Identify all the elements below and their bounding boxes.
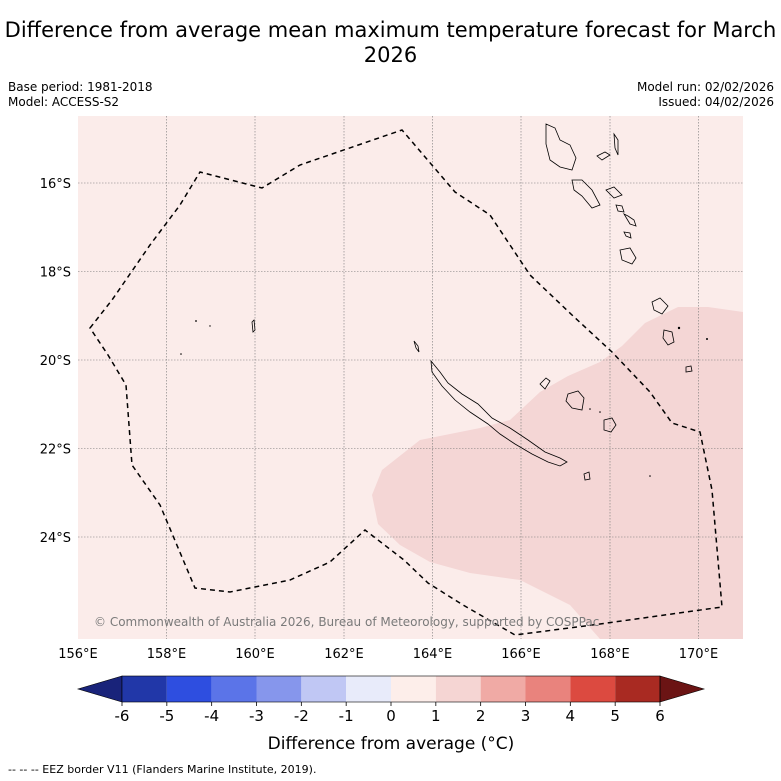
colorbar-segment xyxy=(570,676,616,702)
loyalty-ouvea xyxy=(539,377,551,390)
colorbar-label: Difference from average (°C) xyxy=(268,734,515,754)
colorbar: -6 -5 -4 -3 -2 -1 0 1 2 3 4 5 6 xyxy=(76,675,706,725)
colorbar-tick-label: -6 xyxy=(115,707,130,725)
lon-label: 164°E xyxy=(413,647,453,662)
colorbar-segment xyxy=(211,676,257,702)
colorbar-segment xyxy=(256,676,302,702)
colorbar-tick-label: 2 xyxy=(476,707,486,725)
colorbar-tick-label: 1 xyxy=(431,707,441,725)
latitude-labels: 16°S 18°S 20°S 22°S 24°S xyxy=(40,177,71,546)
matthew-island xyxy=(685,365,693,373)
colorbar-tick-label: -4 xyxy=(204,707,219,725)
colorbar-tick-label: 3 xyxy=(521,707,531,725)
colorbar-tick-label: -2 xyxy=(294,707,309,725)
issued-date: Issued: 04/02/2026 xyxy=(658,95,774,109)
lon-label: 170°E xyxy=(679,647,719,662)
chart-title: Difference from average mean maximum tem… xyxy=(4,18,777,67)
longitude-labels: 156°E 158°E 160°E 162°E 164°E 166°E 168°… xyxy=(58,647,718,662)
colorbar-tick-label: -3 xyxy=(249,707,264,725)
colorbar-extend-high xyxy=(659,675,706,703)
ile-des-pins xyxy=(583,471,591,481)
colorbar-segment xyxy=(122,676,167,702)
colorbar-tick-label: 4 xyxy=(566,707,576,725)
pentecost-island xyxy=(596,151,611,161)
lat-label: 18°S xyxy=(40,266,71,281)
colorbar-tick-label: 0 xyxy=(386,707,396,725)
copyright-notice: © Commonwealth of Australia 2026, Bureau… xyxy=(94,615,599,629)
colorbar-segment xyxy=(480,676,526,702)
belep-islands xyxy=(413,340,420,353)
lat-label: 24°S xyxy=(40,531,71,546)
epi-island xyxy=(615,204,625,213)
new-caledonia-grande-terre xyxy=(430,359,568,467)
loyalty-mare xyxy=(603,417,617,433)
colorbar-tick-label: -5 xyxy=(159,707,174,725)
maewo-island xyxy=(613,132,619,156)
ambrym-island xyxy=(605,186,623,199)
colorbar-tick-label: 6 xyxy=(655,707,665,725)
colorbar-segment xyxy=(615,676,660,702)
espiritu-santo xyxy=(545,123,577,171)
eez-footnote: -- -- -- EEZ border V11 (Flanders Marine… xyxy=(8,763,317,776)
lat-label: 22°S xyxy=(40,443,71,458)
warm-anomaly-zone xyxy=(372,307,743,639)
lon-label: 156°E xyxy=(58,647,98,662)
erromango-island xyxy=(619,247,637,265)
efate-island xyxy=(623,231,632,239)
loyalty-lifou xyxy=(565,390,585,411)
aneityum-island xyxy=(651,297,669,315)
lon-label: 166°E xyxy=(501,647,541,662)
lon-label: 162°E xyxy=(324,647,364,662)
colorbar-tick-label: -1 xyxy=(339,707,354,725)
lon-label: 160°E xyxy=(235,647,275,662)
graticule xyxy=(78,116,743,639)
meta-left: Base period: 1981-2018 Model: ACCESS-S2 xyxy=(8,80,153,110)
shepherd-islands xyxy=(622,213,637,227)
colorbar-extend-low xyxy=(76,675,123,703)
lon-label: 168°E xyxy=(590,647,630,662)
colorbar-segment xyxy=(435,676,481,702)
coastlines xyxy=(251,123,693,481)
colorbar-segment xyxy=(391,676,436,702)
malakula-island xyxy=(571,179,601,209)
small-islets xyxy=(180,320,708,477)
lat-label: 16°S xyxy=(40,177,71,192)
model-run: Model run: 02/02/2026 xyxy=(636,80,774,94)
lon-label: 158°E xyxy=(147,647,187,662)
colorbar-segment xyxy=(301,676,347,702)
model-name: Model: ACCESS-S2 xyxy=(8,95,120,109)
chesterfield-reef xyxy=(251,319,256,333)
meta-right: Model run: 02/02/2026 Issued: 04/02/2026 xyxy=(637,80,774,110)
tanna-island xyxy=(662,329,675,346)
colorbar-segment xyxy=(525,676,571,702)
colorbar-segment xyxy=(166,676,212,702)
base-period: Base period: 1981-2018 xyxy=(8,80,153,94)
colorbar-segment xyxy=(346,676,391,702)
colorbar-tick-label: 5 xyxy=(610,707,620,725)
lat-label: 20°S xyxy=(40,354,71,369)
